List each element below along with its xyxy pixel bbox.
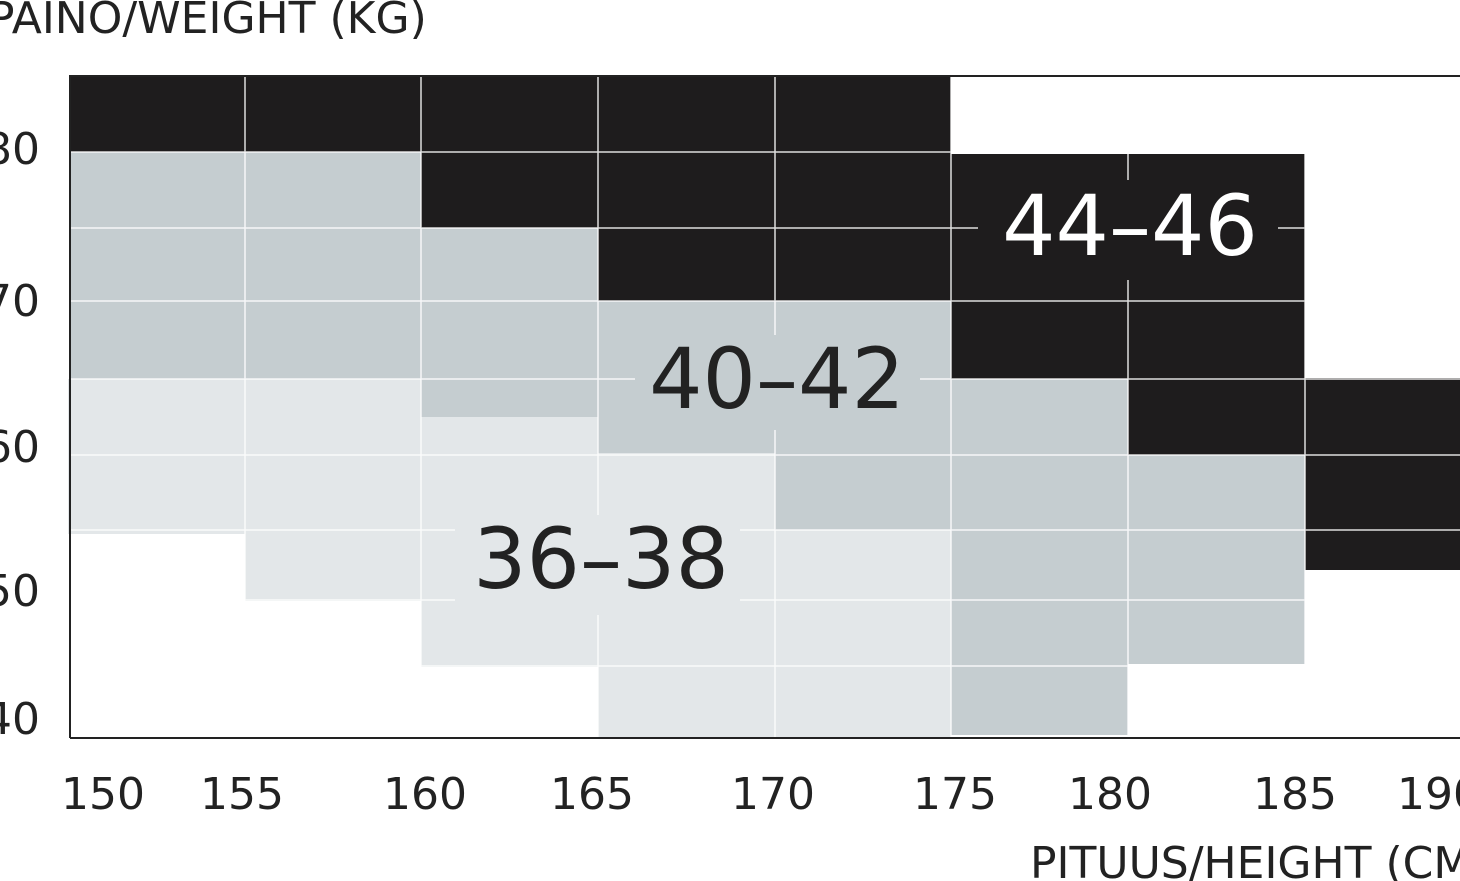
size-label: 40–42	[649, 330, 905, 428]
y-tick-label: 40	[0, 694, 40, 745]
x-tick-label: 180	[1068, 769, 1152, 820]
region-36-38	[68, 379, 951, 738]
x-tick-label: 190	[1397, 769, 1460, 820]
x-tick-label: 165	[550, 769, 634, 820]
x-tick-label: 155	[200, 769, 284, 820]
x-tick-label: 175	[913, 769, 997, 820]
label-bg	[455, 515, 740, 615]
y-tick-label: 60	[0, 422, 40, 473]
y-tick-label: 70	[0, 276, 40, 327]
y-tick-label: 80	[0, 124, 40, 175]
x-tick-label: 160	[383, 769, 467, 820]
label-bg	[978, 180, 1278, 280]
y-axis-title: PAINO/WEIGHT (KG)	[0, 0, 427, 44]
label-bg	[635, 335, 920, 430]
x-axis-title: PITUUS/HEIGHT (CM)	[1030, 838, 1460, 881]
x-tick-label: 150	[61, 769, 145, 820]
x-tick-label: 185	[1253, 769, 1337, 820]
size-label: 36–38	[473, 510, 729, 608]
y-tick-label: 50	[0, 566, 40, 617]
x-tick-label: 170	[731, 769, 815, 820]
size-label: 44–46	[1002, 177, 1258, 275]
frame	[69, 75, 1460, 738]
